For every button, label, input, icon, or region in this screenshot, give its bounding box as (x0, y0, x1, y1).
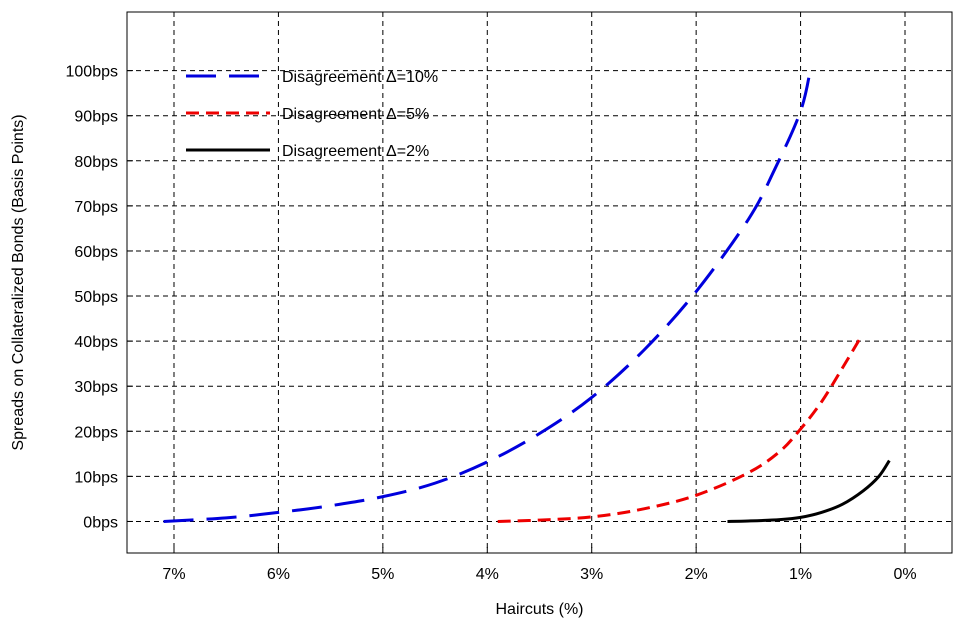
x-tick-label: 4% (476, 566, 499, 583)
legend-label-2: Disagreement Δ=5% (282, 106, 429, 123)
y-tick-label: 50bps (74, 289, 118, 306)
y-tick-label: 0bps (83, 514, 118, 531)
x-axis-title: Haircuts (%) (495, 601, 583, 618)
x-tick-label: 5% (371, 566, 394, 583)
x-tick-label: 6% (267, 566, 290, 583)
legend-label-3: Disagreement Δ=2% (282, 143, 429, 160)
series-lines (163, 65, 891, 523)
y-axis-title: Spreads on Collateralized Bonds (Basis P… (10, 114, 27, 450)
y-axis-ticks: 0bps 10bps 20bps 30bps 40bps 50bps 60bps 70bps 8… (66, 64, 133, 531)
series-line-2 (497, 335, 863, 523)
y-tick-label: 80bps (74, 154, 118, 171)
y-tick-label: 100bps (66, 64, 119, 81)
y-tick-label: 60bps (74, 244, 118, 261)
y-tick-label: 20bps (74, 424, 118, 441)
plot-frame (126, 11, 953, 554)
x-tick-label: 7% (162, 566, 185, 583)
legend-label-1: Disagreement Δ=10% (282, 69, 438, 86)
y-tick-label: 90bps (74, 109, 118, 126)
y-tick-label: 70bps (74, 199, 118, 216)
y-tick-label: 40bps (74, 334, 118, 351)
legend: Disagreement Δ=10% Disagreement Δ=5% Disag… (186, 69, 438, 160)
series-line-1 (163, 65, 813, 523)
x-tick-label: 0% (893, 566, 916, 583)
x-tick-label: 1% (789, 566, 812, 583)
x-tick-label: 3% (580, 566, 603, 583)
y-tick-label: 30bps (74, 379, 118, 396)
x-tick-label: 2% (685, 566, 708, 583)
grid-lines (127, 12, 952, 553)
y-tick-label: 10bps (74, 469, 118, 486)
series-line-3 (727, 459, 891, 523)
x-axis-ticks: 7% 6% 5% 4% 3% 2% 1% 0% (162, 547, 917, 583)
